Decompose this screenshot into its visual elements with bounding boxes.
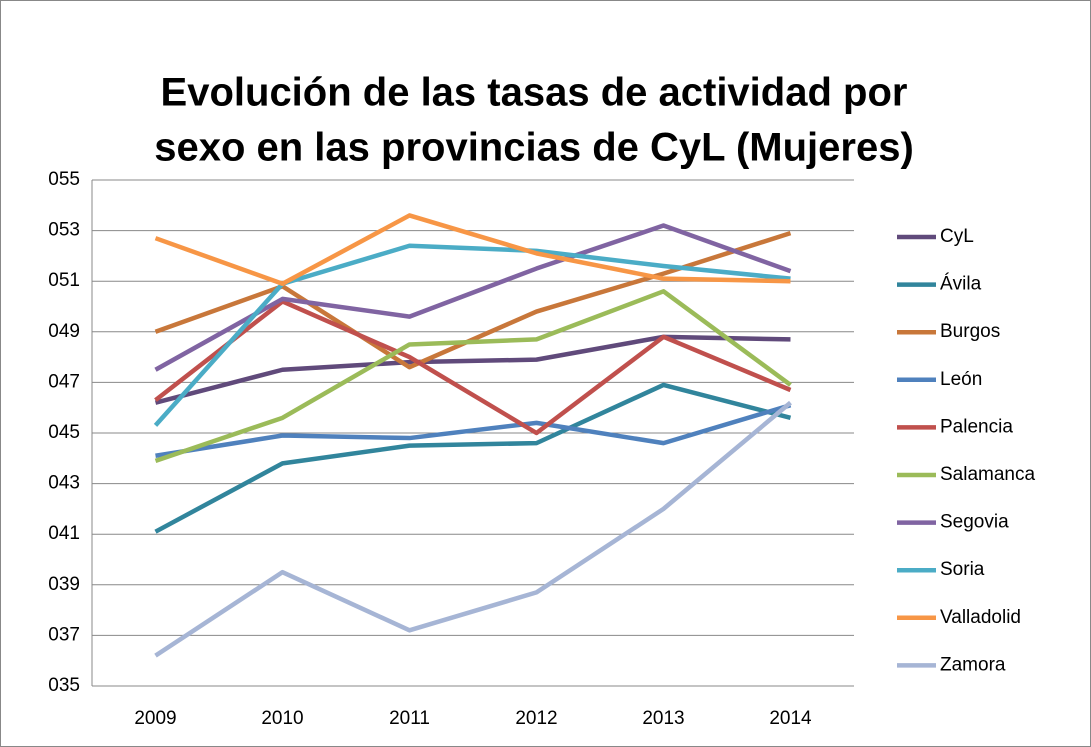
series-line bbox=[154, 289, 792, 463]
x-tick-label: 2010 bbox=[261, 708, 303, 729]
x-tick-label: 2012 bbox=[515, 708, 557, 729]
legend-label: Segovia bbox=[940, 512, 1009, 533]
chart-title: Evolución de las tasas de actividad por bbox=[161, 71, 908, 115]
y-tick-label: 039 bbox=[48, 574, 80, 595]
legend-label: Palencia bbox=[940, 416, 1013, 437]
x-tick-label: 2013 bbox=[642, 708, 684, 729]
y-tick-label: 043 bbox=[48, 473, 80, 494]
series-line bbox=[154, 299, 792, 436]
chart-title: sexo en las provincias de CyL (Mujeres) bbox=[154, 126, 914, 170]
series-line bbox=[154, 400, 792, 658]
series-line bbox=[153, 243, 791, 427]
y-tick-label: 035 bbox=[48, 675, 80, 696]
y-tick-label: 047 bbox=[48, 371, 80, 392]
y-tick-label: 051 bbox=[48, 270, 80, 291]
x-tick-label: 2011 bbox=[389, 708, 430, 729]
legend-label: Ávila bbox=[940, 274, 982, 295]
legend-label: León bbox=[940, 369, 982, 390]
legend-label: Burgos bbox=[940, 321, 1000, 342]
series-line bbox=[154, 213, 791, 286]
legend-label: Valladolid bbox=[940, 607, 1021, 628]
x-tick-label: 2009 bbox=[134, 708, 176, 729]
series-line bbox=[155, 403, 792, 458]
y-tick-label: 055 bbox=[48, 169, 80, 190]
legend-label: Soria bbox=[940, 559, 985, 580]
y-tick-label: 053 bbox=[48, 220, 80, 241]
series-line bbox=[154, 334, 791, 405]
y-tick-label: 045 bbox=[48, 422, 80, 443]
x-tick-label: 2014 bbox=[769, 708, 812, 729]
legend-label: Zamora bbox=[940, 654, 1006, 675]
legend-label: CyL bbox=[940, 226, 974, 247]
legend-label: Salamanca bbox=[940, 464, 1035, 485]
series-line bbox=[154, 223, 792, 372]
y-tick-label: 041 bbox=[48, 523, 80, 544]
series-line bbox=[154, 382, 792, 534]
y-tick-label: 037 bbox=[48, 624, 80, 645]
y-tick-label: 049 bbox=[48, 321, 80, 342]
